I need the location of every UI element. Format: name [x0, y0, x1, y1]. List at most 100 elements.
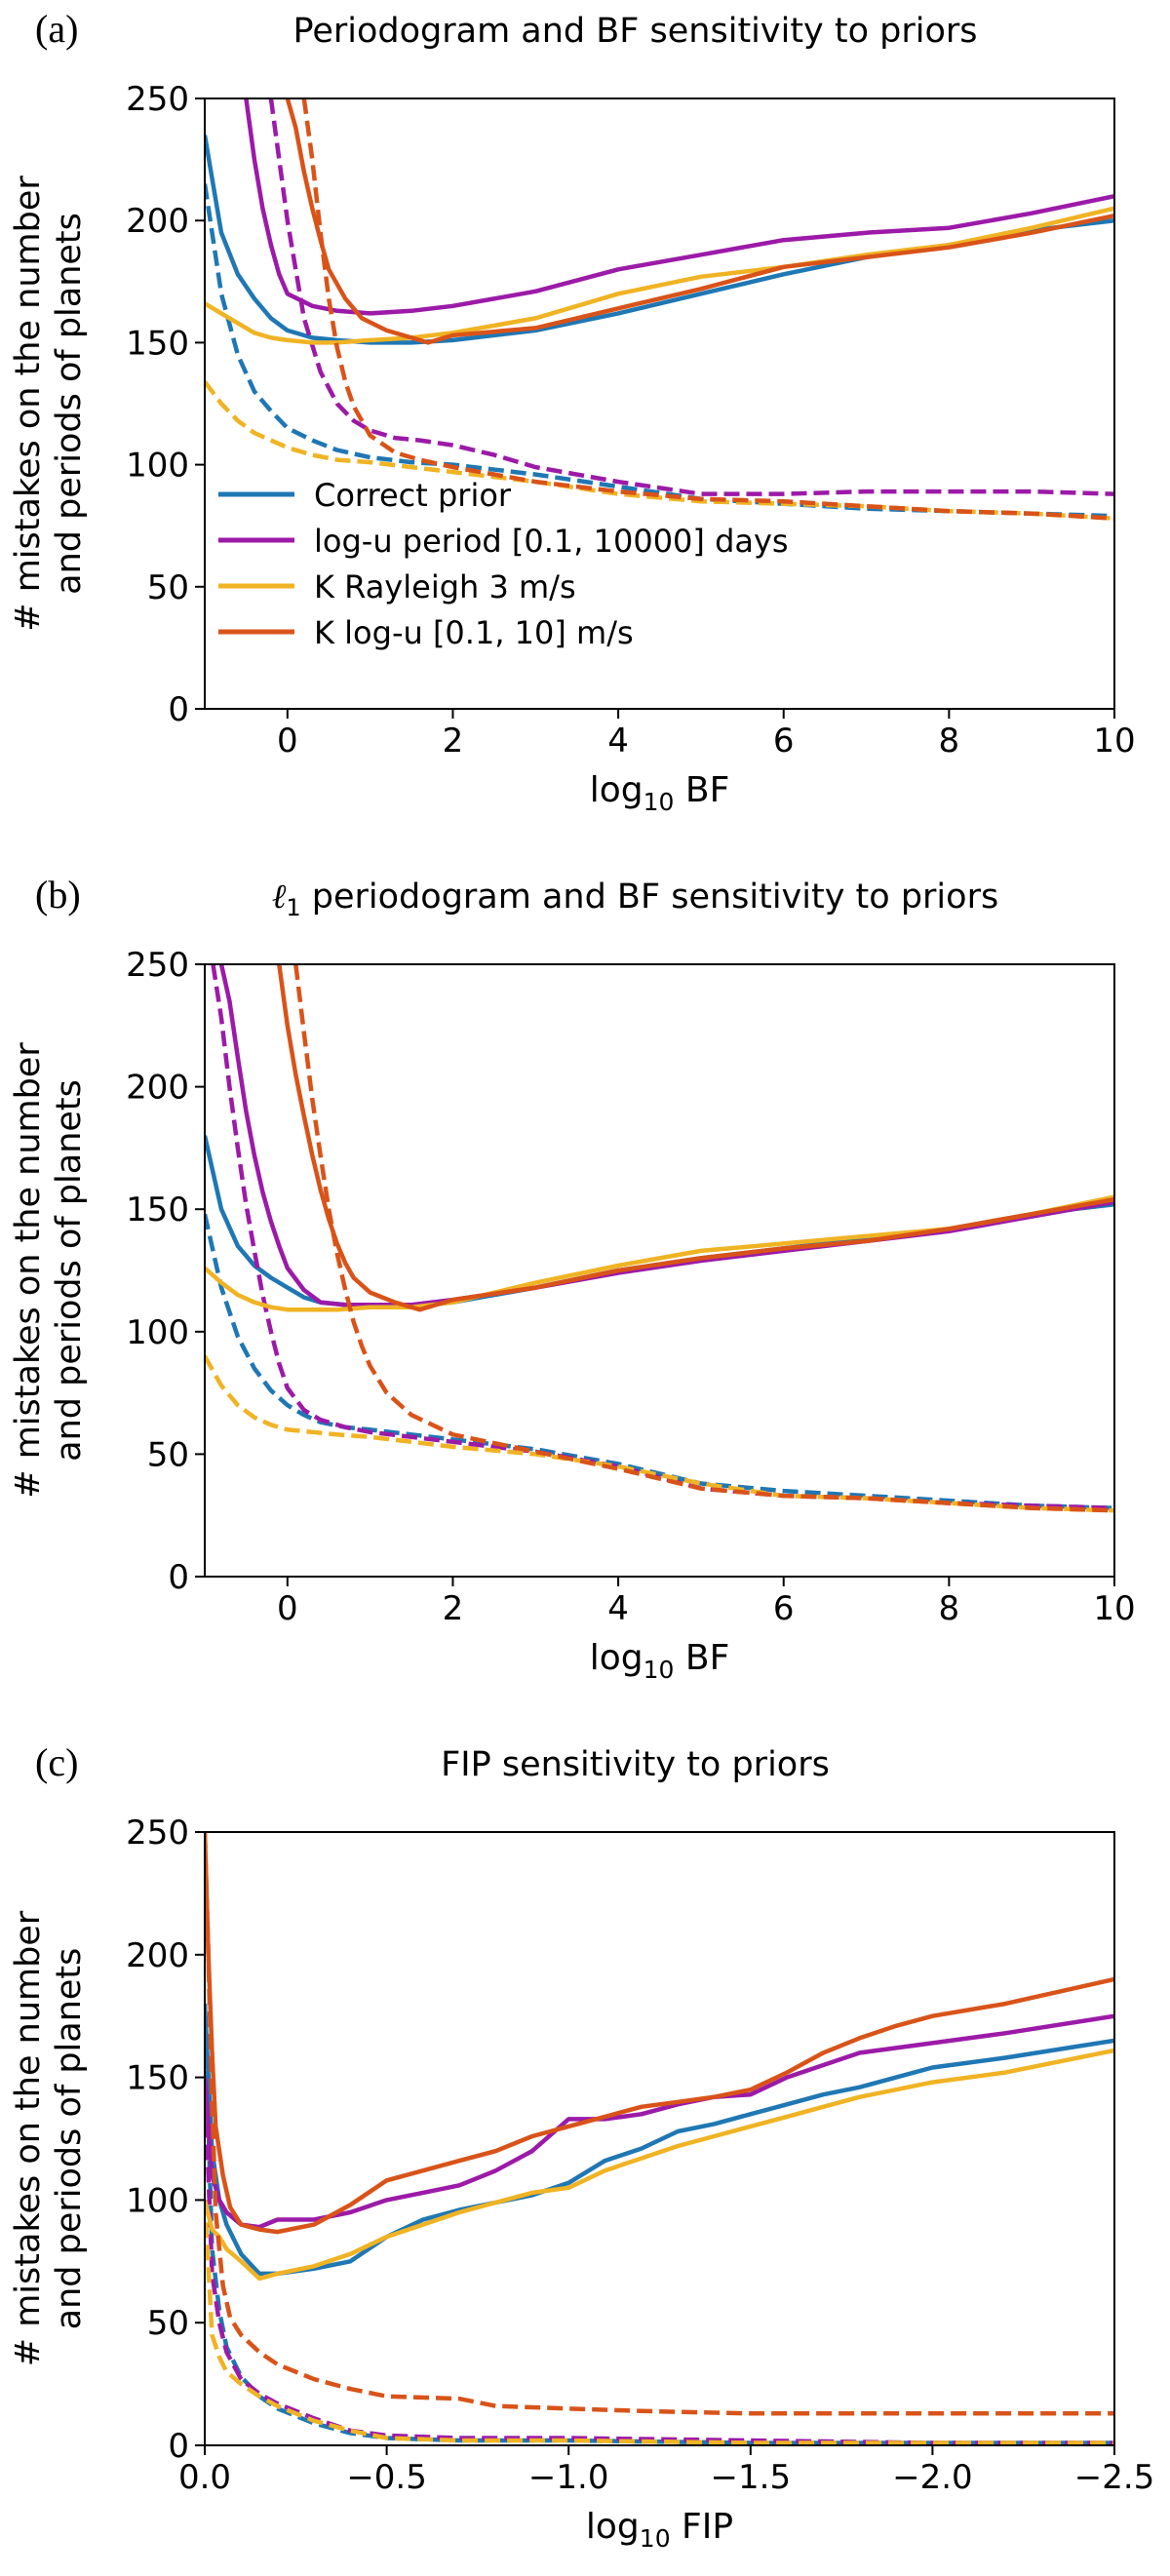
y-tick-label: 100: [126, 447, 189, 486]
y-tick-label: 200: [126, 1069, 189, 1108]
x-tick-label: 10: [1093, 1589, 1135, 1628]
chart-title: ℓ1 periodogram and BF sensitivity to pri…: [272, 878, 998, 921]
x-label-tail: BF: [674, 1638, 729, 1678]
y-axis-label-line1: # mistakes on the number: [9, 1042, 48, 1499]
chart-title: FIP sensitivity to priors: [441, 1745, 830, 1784]
series-line-correct-dashed: [205, 183, 1114, 519]
title-text: periodogram and BF sensitivity to priors: [301, 878, 999, 917]
x-tick-label: −1.0: [528, 2458, 609, 2497]
series-line-k_logu-solid: [205, 1832, 1114, 2235]
x-label-tail: BF: [674, 770, 729, 810]
y-tick-label: 200: [126, 1936, 189, 1975]
x-label-subscript: 10: [644, 1656, 675, 1684]
x-tick-label: −1.5: [711, 2458, 792, 2497]
plot-frame: [204, 963, 1115, 1578]
y-axis-label-line2: and periods of planets: [50, 213, 89, 595]
series-line-logu_period-dashed: [211, 964, 1114, 1510]
y-axis-label-line1: # mistakes on the number: [9, 176, 48, 632]
y-tick-label: 250: [126, 1814, 189, 1853]
legend-label: K log-u [0.1, 10] m/s: [314, 614, 634, 651]
series-line-rayleigh-dashed: [205, 2200, 1114, 2445]
legend-label: K Rayleigh 3 m/s: [314, 568, 576, 605]
series-line-logu_period-solid: [218, 964, 1114, 1308]
panel-label: (b): [35, 873, 81, 917]
legend: Correct prior log-u period [0.1, 10000] d…: [218, 477, 789, 651]
x-tick-label: 6: [773, 1589, 795, 1628]
y-tick-label: 150: [126, 1190, 189, 1229]
y-tick-label: 0: [168, 690, 189, 729]
x-label-subscript: 10: [640, 2524, 671, 2553]
x-tick-label: 4: [607, 722, 629, 761]
series-line-logu_period-solid: [244, 98, 1114, 316]
y-axis-label-line1: # mistakes on the number: [9, 1910, 48, 2366]
y-axis-label-line2: and periods of planets: [50, 1948, 89, 2330]
x-axis-label: log10 BF: [590, 1638, 730, 1684]
series-group: [205, 964, 1114, 1513]
plot-frame: [204, 1831, 1115, 2446]
x-tick-label: 0: [277, 1589, 298, 1628]
series-line-k_logu-solid: [285, 98, 1114, 345]
plot-frame: [204, 98, 1115, 710]
y-tick-label: 100: [126, 1313, 189, 1352]
x-label-subscript: 10: [644, 788, 675, 816]
x-tick-label: 0.0: [178, 2458, 231, 2497]
series-line-k_logu-dashed: [293, 964, 1114, 1513]
y-tick-label: 250: [126, 80, 189, 119]
y-tick-label: 250: [126, 946, 189, 985]
x-tick-label: −2.5: [1074, 2458, 1155, 2497]
x-label-main: log: [590, 770, 644, 810]
panel-c: 0.0 −0.5 −1.0 −1.5 −2.0 −2.5 0 50 100 150 200 250 (c…: [9, 1740, 1154, 2553]
x-label-main: log: [590, 1638, 644, 1678]
y-tick-label: 50: [147, 568, 189, 607]
y-tick-label: 0: [168, 1558, 189, 1597]
series-group: [205, 1832, 1114, 2445]
y-tick-label: 50: [147, 2304, 189, 2343]
y-tick-label: 150: [126, 2059, 189, 2098]
x-tick-label: 8: [939, 722, 960, 761]
x-tick-label: −0.5: [346, 2458, 427, 2497]
x-label-main: log: [586, 2507, 640, 2547]
title-prefix: ℓ: [272, 878, 287, 917]
chart-title: Periodogram and BF sensitivity to priors: [292, 12, 977, 51]
x-tick-label: 6: [773, 722, 795, 761]
x-tick-label: −2.0: [892, 2458, 973, 2497]
x-axis-label: log10 FIP: [586, 2507, 733, 2553]
series-line-logu_period-dashed: [268, 98, 1114, 496]
y-axis-label-line2: and periods of planets: [50, 1079, 89, 1462]
series-line-rayleigh-solid: [205, 2048, 1114, 2282]
x-tick-label: 4: [607, 1589, 629, 1628]
series-line-k_logu-solid: [277, 964, 1114, 1312]
x-tick-label: 2: [443, 1589, 464, 1628]
panel-label: (a): [35, 7, 78, 51]
y-tick-label: 150: [126, 324, 189, 363]
x-tick-label: 0: [277, 722, 298, 761]
title-text: Periodogram and BF sensitivity to priors: [292, 12, 977, 51]
legend-label: log-u period [0.1, 10000] days: [314, 523, 789, 560]
y-tick-label: 200: [126, 202, 189, 241]
x-label-tail: FIP: [671, 2507, 733, 2547]
series-group: [205, 98, 1114, 521]
series-line-rayleigh-dashed: [205, 1354, 1114, 1513]
series-line-rayleigh-solid: [205, 206, 1114, 345]
y-tick-label: 50: [147, 1435, 189, 1474]
series-line-logu_period-solid: [205, 2013, 1114, 2230]
series-line-correct-dashed: [205, 1213, 1114, 1510]
panel-label: (c): [35, 1740, 78, 1784]
series-line-correct-solid: [205, 2003, 1114, 2277]
x-tick-label: 8: [939, 1589, 960, 1628]
legend-label: Correct prior: [314, 477, 512, 514]
series-line-k_logu-dashed: [205, 1832, 1114, 2416]
y-tick-label: 100: [126, 2181, 189, 2220]
x-axis-label: log10 BF: [590, 770, 730, 816]
x-tick-label: 2: [443, 722, 464, 761]
series-line-correct-dashed: [205, 2004, 1114, 2445]
series-line-logu_period-dashed: [205, 2077, 1114, 2445]
series-line-rayleigh-dashed: [205, 380, 1114, 521]
title-subscript: 1: [286, 894, 300, 921]
y-tick-label: 0: [168, 2427, 189, 2466]
title-text: FIP sensitivity to priors: [441, 1745, 830, 1784]
x-tick-label: 10: [1093, 722, 1135, 761]
